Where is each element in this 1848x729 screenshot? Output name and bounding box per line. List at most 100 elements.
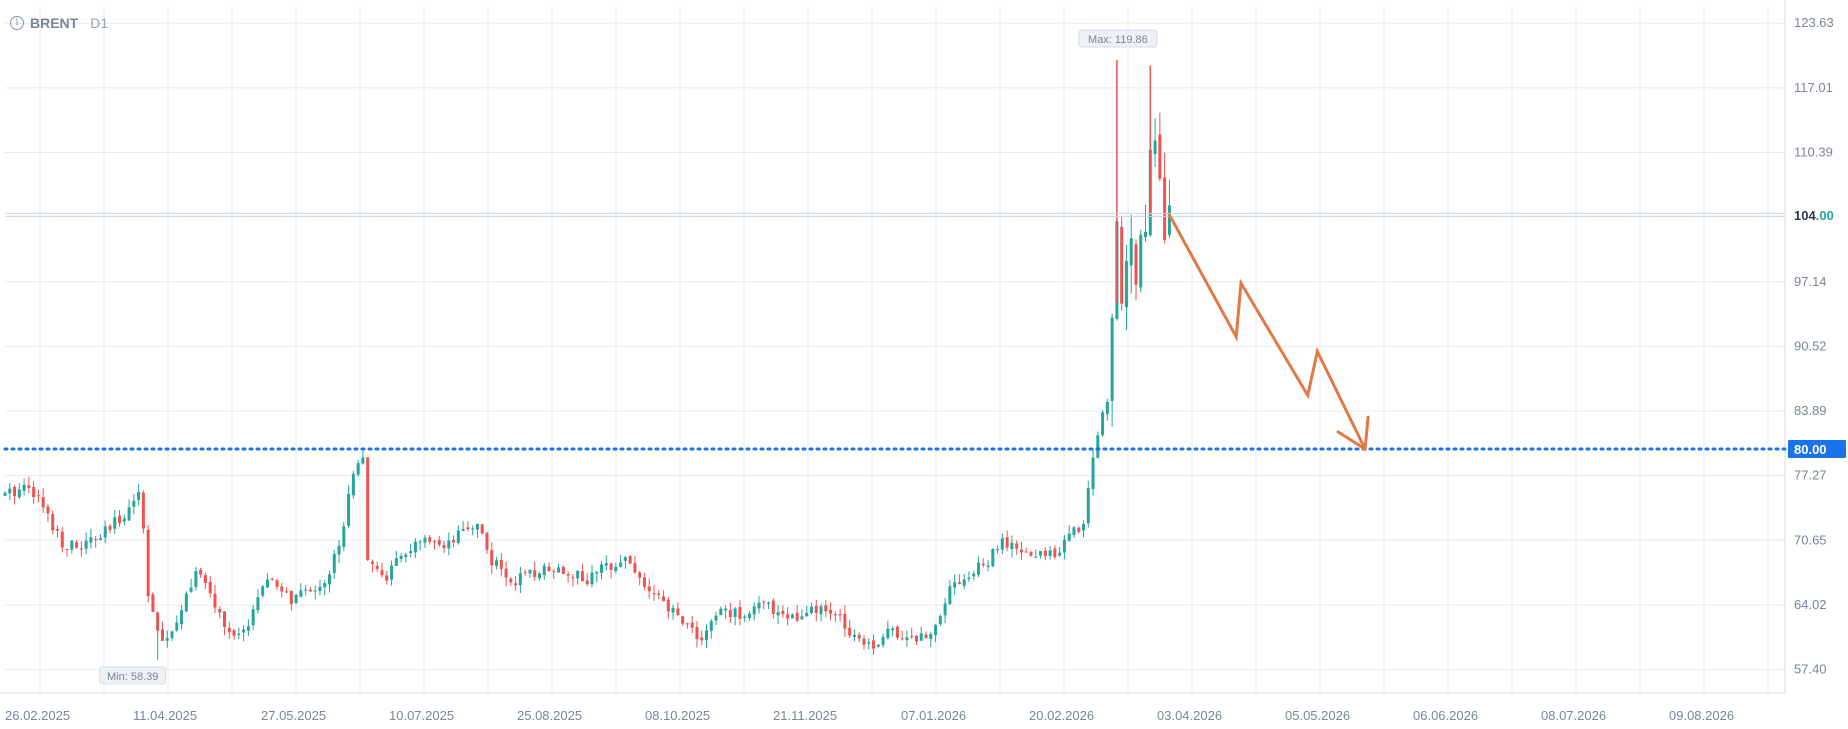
candle-body bbox=[413, 541, 417, 553]
candle-body bbox=[1086, 488, 1090, 524]
candle-body bbox=[280, 586, 284, 592]
timeframe-label[interactable]: D1 bbox=[90, 15, 109, 31]
x-tick-label: 09.08.2026 bbox=[1669, 708, 1734, 723]
candle-body bbox=[428, 537, 432, 542]
candle-body bbox=[490, 550, 494, 566]
y-tick-label: 123.63 bbox=[1794, 15, 1834, 30]
x-tick-label: 03.04.2026 bbox=[1157, 708, 1222, 723]
candle-body bbox=[98, 538, 102, 540]
candle-body bbox=[647, 586, 651, 592]
candle-body bbox=[1019, 549, 1023, 553]
candle-body bbox=[347, 493, 351, 526]
candle-body bbox=[1039, 551, 1043, 556]
candle-body bbox=[8, 488, 12, 494]
candle-body bbox=[790, 614, 794, 619]
candle-body bbox=[943, 603, 947, 616]
candle-body bbox=[289, 590, 293, 605]
candle-body bbox=[914, 635, 918, 642]
candle-body bbox=[328, 574, 332, 585]
candle-body bbox=[213, 593, 217, 608]
candle-body bbox=[375, 565, 379, 569]
candle-body bbox=[94, 538, 98, 540]
candle-body bbox=[232, 630, 236, 636]
y-tick-label: 64.02 bbox=[1794, 597, 1827, 612]
info-icon[interactable]: i bbox=[10, 16, 24, 30]
candle-body bbox=[910, 635, 914, 637]
min-label-box bbox=[99, 666, 167, 685]
candle-body bbox=[318, 586, 322, 592]
candle-body bbox=[337, 545, 341, 555]
y-tick-label: 70.65 bbox=[1794, 532, 1827, 547]
candle-body bbox=[70, 540, 74, 550]
candle-body bbox=[714, 615, 718, 621]
projection-arrow-head bbox=[1336, 415, 1370, 452]
candle-body bbox=[146, 529, 150, 597]
candle-body bbox=[294, 594, 298, 603]
candle-body bbox=[60, 531, 64, 548]
candle-body bbox=[876, 644, 880, 647]
candle-body bbox=[227, 627, 231, 633]
projection-arrow bbox=[1167, 213, 1367, 451]
candle-body bbox=[22, 484, 26, 491]
candle-body bbox=[561, 566, 565, 574]
y-tick-label: 117.01 bbox=[1794, 80, 1833, 95]
candle-body bbox=[84, 540, 88, 549]
candle-body bbox=[308, 589, 312, 592]
candle-body bbox=[829, 609, 833, 614]
candle-body bbox=[857, 634, 861, 639]
candle-body bbox=[738, 607, 742, 619]
candle-body bbox=[676, 608, 680, 615]
candle-body bbox=[361, 457, 365, 464]
candle-body bbox=[638, 572, 642, 578]
candle-body bbox=[265, 579, 269, 588]
candle-body bbox=[1124, 261, 1128, 308]
candle-body bbox=[1110, 317, 1114, 402]
min-label: Min: 58.39 bbox=[107, 671, 158, 683]
candle-body bbox=[518, 573, 522, 586]
candle-body bbox=[509, 578, 513, 583]
candle-body bbox=[533, 570, 537, 577]
candle-body bbox=[886, 628, 890, 639]
candle-body bbox=[619, 562, 623, 567]
candle-body bbox=[332, 553, 336, 573]
candle-body bbox=[17, 489, 21, 498]
candle-body bbox=[41, 497, 45, 508]
candle-body bbox=[380, 570, 384, 576]
candle-body bbox=[1134, 244, 1138, 285]
candle-body bbox=[786, 614, 790, 619]
candle-body bbox=[595, 571, 599, 574]
candle-body bbox=[1029, 552, 1033, 556]
candle-body bbox=[1058, 552, 1062, 556]
candle-body bbox=[924, 634, 928, 638]
candle-body bbox=[809, 606, 813, 613]
candle-body bbox=[246, 626, 250, 631]
candle-body bbox=[957, 582, 961, 585]
candle-body bbox=[3, 492, 7, 496]
candle-body bbox=[242, 629, 246, 633]
candle-body bbox=[442, 545, 446, 549]
candle-body bbox=[580, 571, 584, 582]
candle-body bbox=[504, 568, 508, 578]
y-tick-label: 57.40 bbox=[1794, 662, 1827, 677]
candle-body bbox=[404, 554, 408, 557]
candle-body bbox=[137, 492, 141, 501]
candle-body bbox=[199, 569, 203, 575]
candle-body bbox=[141, 492, 145, 529]
candle-body bbox=[628, 556, 632, 564]
x-tick-label: 08.07.2026 bbox=[1541, 708, 1606, 723]
candle-body bbox=[891, 628, 895, 631]
candle-body bbox=[514, 583, 518, 586]
candle-body bbox=[1096, 435, 1100, 458]
candle-body bbox=[566, 574, 570, 576]
candle-body bbox=[285, 591, 289, 593]
candle-body bbox=[251, 609, 255, 626]
candle-body bbox=[571, 577, 575, 579]
candle-body bbox=[170, 631, 174, 639]
candle-body bbox=[432, 541, 436, 543]
x-tick-label: 05.05.2026 bbox=[1285, 708, 1350, 723]
candle-body bbox=[1158, 134, 1162, 179]
candle-body bbox=[843, 613, 847, 629]
y-tick-label: 83.89 bbox=[1794, 403, 1827, 418]
x-tick-label: 07.01.2026 bbox=[901, 708, 966, 723]
